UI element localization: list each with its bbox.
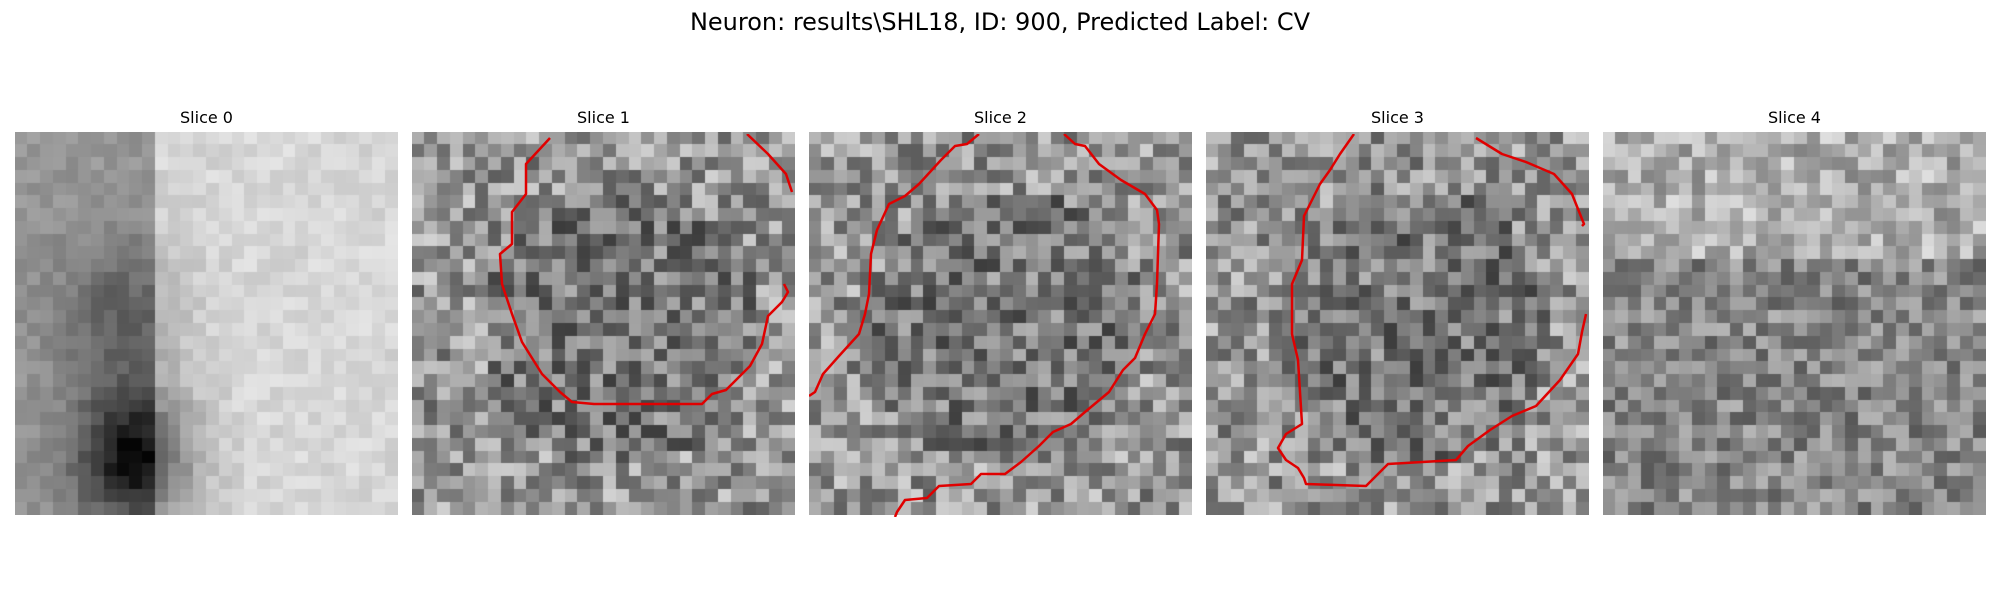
contour-overlay: [15, 134, 398, 517]
contour-line: [747, 134, 792, 192]
contour-line: [500, 138, 788, 404]
slice-title: Slice 1: [412, 108, 795, 132]
slice-panel-3: Slice 3: [1206, 108, 1589, 515]
contour-overlay: [809, 134, 1192, 517]
slice-title: Slice 0: [15, 108, 398, 132]
contour-overlay: [1603, 134, 1986, 517]
slice-panel-2: Slice 2: [809, 108, 1192, 515]
contour-line: [1278, 134, 1586, 486]
contour-line: [1476, 138, 1584, 226]
contour-overlay: [412, 134, 795, 517]
slice-title: Slice 2: [809, 108, 1192, 132]
contour-line: [809, 134, 979, 396]
contour-line: [895, 134, 1159, 517]
contour-overlay: [1206, 134, 1589, 517]
slice-panel-1: Slice 1: [412, 108, 795, 515]
slice-title: Slice 3: [1206, 108, 1589, 132]
slice-panel-0: Slice 0: [15, 108, 398, 515]
slice-panel-4: Slice 4: [1603, 108, 1986, 515]
figure-title: Neuron: results\SHL18, ID: 900, Predicte…: [0, 6, 2000, 38]
slice-title: Slice 4: [1603, 108, 1986, 132]
